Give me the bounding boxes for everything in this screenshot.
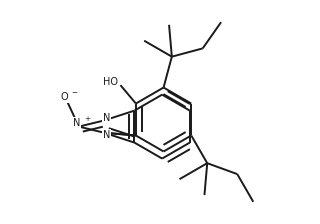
- Text: −: −: [71, 90, 77, 96]
- Text: N: N: [103, 113, 110, 123]
- Text: O: O: [61, 92, 68, 102]
- Text: N: N: [73, 118, 80, 128]
- Text: +: +: [84, 116, 90, 122]
- Text: HO: HO: [103, 77, 118, 87]
- Text: N: N: [103, 130, 110, 140]
